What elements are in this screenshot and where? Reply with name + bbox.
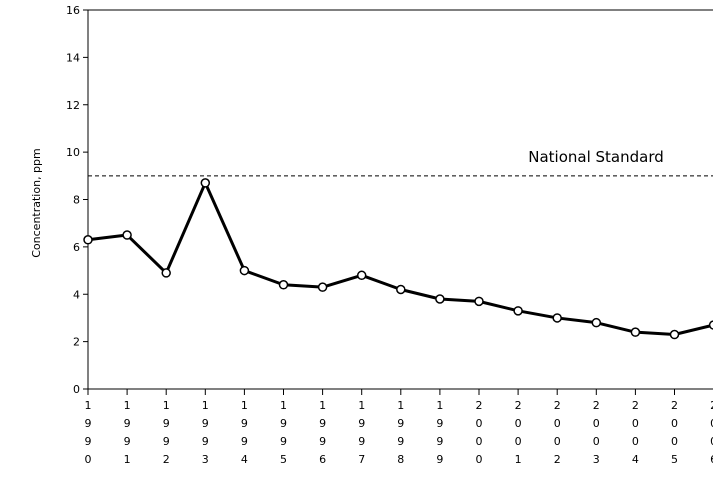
data-point bbox=[630, 327, 641, 337]
y-tick-label: 6 bbox=[73, 241, 80, 254]
x-tick-label: 2006 bbox=[710, 399, 713, 466]
chart-axes: 0 2 4 6 8 10 12 14 16 1 9 9 0 1 9 9 1 1 9 9 2 1 9 9 3 1 9 9 4 1 9 9 5 1 9 9… bbox=[66, 4, 713, 466]
data-point bbox=[474, 296, 484, 307]
y-axis-title: Concentration, ppm bbox=[30, 148, 43, 258]
data-point bbox=[122, 230, 132, 240]
data-point bbox=[513, 306, 523, 316]
y-tick-label: 12 bbox=[66, 99, 80, 112]
data-point bbox=[161, 268, 171, 278]
y-tick-label: 14 bbox=[66, 51, 80, 64]
data-point bbox=[278, 280, 289, 290]
y-tick-label: 4 bbox=[73, 288, 80, 301]
y-tick-label: 2 bbox=[73, 336, 80, 349]
series-group bbox=[83, 178, 713, 340]
data-point bbox=[708, 320, 713, 330]
data-point bbox=[591, 317, 602, 328]
data-point bbox=[83, 235, 93, 245]
y-tick-label: 16 bbox=[66, 4, 80, 17]
national-standard-label: National Standard bbox=[528, 148, 664, 166]
y-tick-label: 8 bbox=[73, 194, 80, 207]
y-tick-label: 0 bbox=[73, 383, 80, 396]
reference-line-group: National Standard bbox=[88, 148, 713, 177]
data-point bbox=[552, 313, 562, 323]
data-point bbox=[317, 282, 328, 292]
data-point bbox=[396, 284, 406, 295]
data-point bbox=[356, 270, 367, 281]
data-point bbox=[669, 329, 680, 340]
data-point bbox=[435, 294, 445, 304]
data-point bbox=[200, 178, 211, 188]
data-point bbox=[239, 265, 250, 276]
y-tick-label: 10 bbox=[66, 146, 80, 159]
series-line bbox=[87, 181, 713, 337]
